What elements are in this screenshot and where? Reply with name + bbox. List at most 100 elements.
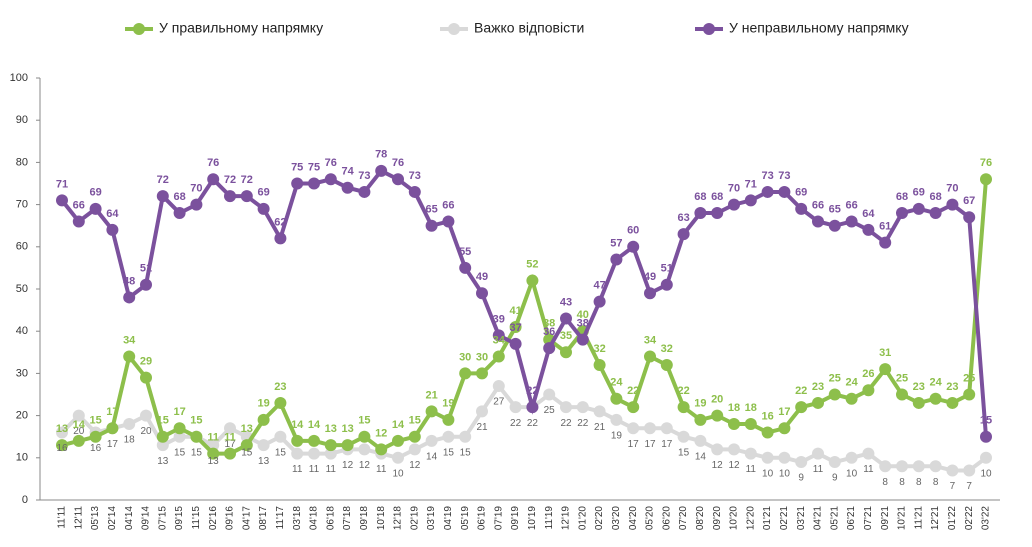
data-point [224, 422, 236, 435]
data-label: 17 [173, 406, 185, 418]
data-point [123, 291, 136, 304]
data-label: 15 [275, 447, 287, 458]
data-point [72, 215, 85, 228]
data-label: 34 [123, 334, 136, 346]
data-point [644, 422, 656, 435]
data-label: 57 [610, 237, 622, 249]
data-point [442, 413, 455, 426]
data-label: 17 [107, 439, 119, 450]
data-point [744, 418, 757, 431]
x-tick-label: 02'20 [594, 506, 605, 531]
x-tick-label: 09'18 [359, 506, 370, 531]
data-label: 67 [963, 195, 975, 207]
data-label: 11 [292, 464, 303, 475]
data-label: 25 [829, 372, 841, 384]
data-point [156, 190, 169, 203]
data-label: 34 [493, 334, 506, 346]
data-point [627, 422, 640, 435]
data-label: 15 [174, 447, 186, 458]
x-tick-label: 11'15 [191, 506, 202, 530]
data-label: 22 [560, 418, 572, 429]
x-tick-label: 04'19 [443, 506, 454, 531]
data-point [526, 401, 539, 414]
data-label: 69 [257, 187, 269, 199]
data-label: 32 [661, 343, 673, 355]
data-label: 9 [832, 473, 838, 484]
data-point [593, 295, 606, 308]
data-label: 12 [342, 460, 354, 471]
data-label: 11 [376, 464, 387, 475]
data-label: 30 [459, 351, 471, 363]
data-point [828, 456, 841, 469]
data-point [509, 337, 522, 350]
data-label: 21 [425, 389, 437, 401]
y-tick-label: 90 [16, 114, 28, 126]
data-point [492, 329, 505, 342]
data-point [224, 190, 236, 203]
data-label: 18 [745, 402, 757, 414]
data-label: 16 [761, 410, 773, 422]
data-point [526, 274, 539, 287]
data-label: 55 [459, 246, 471, 258]
data-point [845, 392, 858, 405]
data-label: 62 [274, 216, 286, 228]
data-label: 17 [106, 406, 118, 418]
data-point [761, 426, 774, 439]
data-point [660, 278, 673, 291]
x-tick-label: 03'18 [292, 506, 303, 531]
data-point [257, 202, 270, 215]
data-point [257, 413, 270, 426]
data-point [392, 451, 404, 464]
data-point [240, 439, 253, 452]
x-tick-label: 11'19 [544, 506, 555, 530]
data-point [140, 409, 152, 422]
data-point [274, 430, 287, 443]
data-point [123, 418, 136, 431]
data-point [509, 401, 522, 414]
x-tick-label: 01'21 [762, 506, 773, 531]
data-point [492, 380, 505, 393]
data-label: 15 [409, 415, 421, 427]
data-label: 15 [190, 415, 202, 427]
data-point [795, 202, 808, 215]
data-point [862, 384, 875, 397]
x-tick-label: 03'21 [796, 506, 807, 531]
data-label: 15 [678, 447, 690, 458]
data-label: 12 [375, 427, 387, 439]
data-point [862, 447, 875, 460]
y-tick-label: 20 [16, 410, 28, 422]
data-point [610, 392, 623, 405]
x-tick-label: 02'16 [208, 506, 219, 531]
data-label: 11 [309, 464, 320, 475]
data-point [929, 207, 942, 220]
data-label: 16 [90, 443, 102, 454]
data-point [106, 422, 119, 435]
data-point [442, 430, 455, 443]
data-point [711, 207, 724, 220]
data-label: 22 [526, 385, 538, 397]
x-tick-label: 02'21 [779, 506, 790, 531]
data-label: 11 [813, 464, 824, 475]
x-tick-label: 06'21 [846, 506, 857, 531]
x-tick-label: 12'19 [561, 506, 572, 531]
data-label: 47 [593, 280, 605, 292]
legend-marker [448, 23, 460, 35]
data-label: 29 [140, 356, 152, 368]
data-label: 12 [712, 460, 724, 471]
data-point [778, 185, 791, 198]
x-tick-label: 07'15 [157, 506, 168, 531]
data-point [324, 447, 337, 460]
data-label: 8 [882, 477, 888, 488]
data-label: 7 [966, 481, 972, 492]
data-point [879, 236, 892, 249]
data-point [459, 430, 472, 443]
data-label: 8 [933, 477, 939, 488]
data-label: 34 [644, 334, 657, 346]
data-point [761, 185, 774, 198]
data-label: 66 [845, 199, 857, 211]
data-point [593, 405, 606, 418]
data-label: 10 [980, 468, 992, 479]
data-point [123, 350, 136, 363]
data-point [89, 202, 102, 215]
data-point [828, 219, 841, 232]
